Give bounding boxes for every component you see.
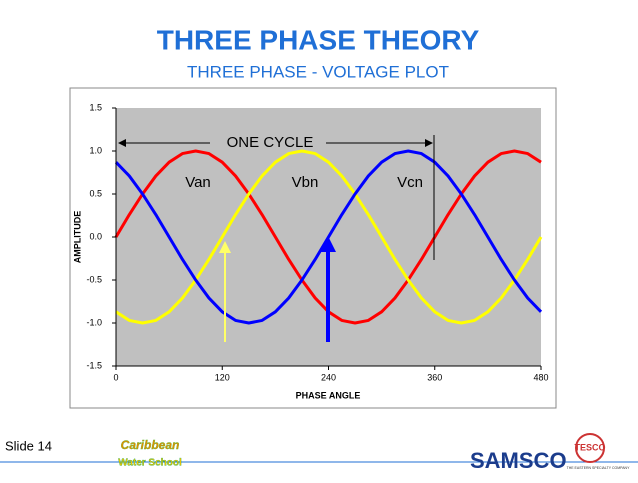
y-tick-label: 1.5 xyxy=(89,102,102,112)
y-tick-label: -1.0 xyxy=(86,317,102,327)
slide-subtitle: THREE PHASE - VOLTAGE PLOT xyxy=(187,62,449,81)
x-tick-label: 120 xyxy=(215,372,230,382)
tesco-logo-ring xyxy=(575,433,605,463)
y-tick-label: 0.5 xyxy=(89,188,102,198)
school-logo: Water School xyxy=(118,458,182,469)
series-label: Van xyxy=(185,174,211,191)
x-tick-label: 0 xyxy=(113,372,118,382)
series-label: Vcn xyxy=(397,174,423,191)
tesco-logo: TESCO xyxy=(574,442,605,452)
x-axis-label: PHASE ANGLE xyxy=(296,390,361,400)
plot: -1.5 -1.0 -0.5 0.0 0.5 1.0 1.5 0 120 240 360 480 xyxy=(86,102,548,382)
y-tick-label: -1.5 xyxy=(86,360,102,370)
slide-number: Slide 14 xyxy=(5,438,52,453)
school-logo: Caribbean xyxy=(121,438,180,452)
x-tick-label: 360 xyxy=(427,372,442,382)
y-tick-label: 0.0 xyxy=(89,231,102,241)
y-tick-label: -0.5 xyxy=(86,274,102,284)
series-label: Vbn xyxy=(292,174,319,191)
samsco-logo: SAMSCO xyxy=(470,448,567,473)
x-tick-label: 480 xyxy=(533,372,548,382)
x-tick-label: 240 xyxy=(321,372,336,382)
tesco-tagline: THE EASTERN SPECIALTY COMPANY xyxy=(567,466,630,470)
y-tick-label: 1.0 xyxy=(89,145,102,155)
series-line xyxy=(115,149,543,325)
annotation: ONE CYCLE xyxy=(227,134,314,151)
slide-title: THREE PHASE THEORY xyxy=(157,24,480,55)
y-axis-label: AMPLITUDE xyxy=(72,211,82,264)
